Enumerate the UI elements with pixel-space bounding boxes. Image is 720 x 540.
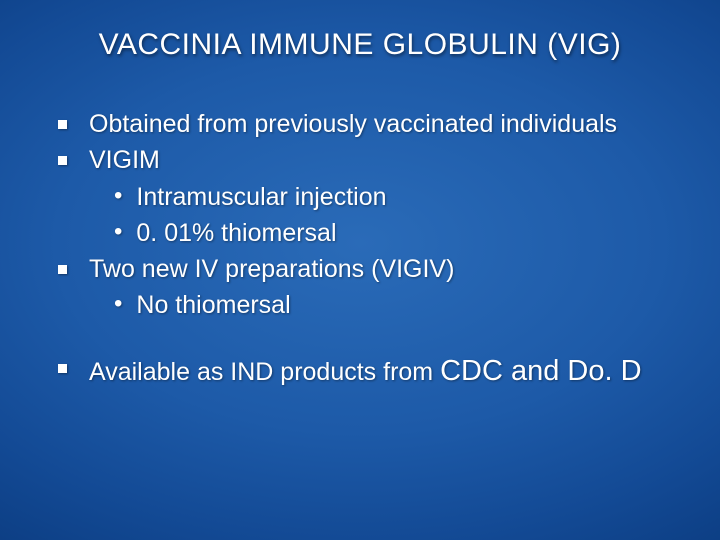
slide-content: Obtained from previously vaccinated indi…	[36, 106, 684, 392]
bullet-item: Two new IV preparations (VIGIV)	[58, 251, 684, 287]
bullet-text: Obtained from previously vaccinated indi…	[89, 106, 617, 142]
bullet-item: Available as IND products from CDC and D…	[58, 350, 684, 392]
bullet-item: VIGIM	[58, 142, 684, 178]
spacer	[58, 324, 684, 350]
square-bullet-icon	[58, 120, 67, 129]
sub-bullet-item: • Intramuscular injection	[58, 179, 684, 215]
square-bullet-icon	[58, 265, 67, 274]
dot-bullet-icon: •	[114, 287, 122, 322]
dot-bullet-icon: •	[114, 179, 122, 214]
bullet-item: Obtained from previously vaccinated indi…	[58, 106, 684, 142]
sub-bullet-text: No thiomersal	[136, 287, 290, 323]
final-emphasis: CDC and Do. D	[440, 355, 641, 387]
square-bullet-icon	[58, 364, 67, 373]
sub-bullet-text: 0. 01% thiomersal	[136, 215, 336, 251]
final-prefix: Available as IND products from	[89, 358, 440, 386]
slide-title: VACCINIA IMMUNE GLOBULIN (VIG)	[36, 28, 684, 62]
bullet-text: VIGIM	[89, 142, 160, 178]
sub-bullet-item: • 0. 01% thiomersal	[58, 215, 684, 251]
sub-bullet-item: • No thiomersal	[58, 287, 684, 323]
sub-bullet-text: Intramuscular injection	[136, 179, 386, 215]
square-bullet-icon	[58, 156, 67, 165]
slide: VACCINIA IMMUNE GLOBULIN (VIG) Obtained …	[0, 0, 720, 540]
bullet-text: Available as IND products from CDC and D…	[89, 350, 642, 392]
dot-bullet-icon: •	[114, 215, 122, 250]
bullet-text: Two new IV preparations (VIGIV)	[89, 251, 454, 287]
